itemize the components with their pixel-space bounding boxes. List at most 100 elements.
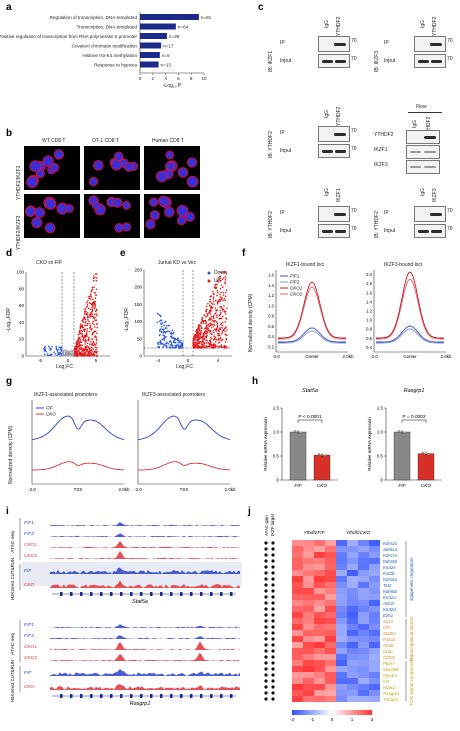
point-up [94, 316, 96, 319]
point-up [198, 342, 201, 345]
point-up [87, 355, 89, 357]
point-up [93, 276, 96, 279]
point-down [163, 343, 166, 345]
exon [140, 592, 143, 596]
point-up [194, 346, 196, 349]
point-up [95, 288, 98, 291]
exon [160, 694, 163, 698]
blot-input-5 [414, 224, 446, 238]
heatmap-cell [369, 564, 380, 570]
replicate-point [299, 431, 303, 434]
point-up [91, 305, 94, 308]
y-tick-label: 1.0 [268, 303, 274, 308]
point-up [84, 353, 87, 355]
point-up [83, 316, 85, 318]
heatmap-cell [325, 588, 336, 594]
panel-b-row-title-1: YTHDF2/IKZF1 [16, 165, 22, 200]
x-tick-label: 2.0kb [118, 487, 130, 492]
scale-bar-segment [352, 710, 355, 715]
panel-e-title: Jurkat KD vs Vec [158, 260, 197, 266]
point-up [200, 325, 202, 328]
point-up [210, 326, 213, 329]
point-up [87, 351, 90, 353]
heatmap-cell [336, 576, 347, 582]
point-ns [65, 352, 68, 354]
ikzf-target-dot [271, 547, 275, 551]
point-up [197, 329, 199, 331]
signal-track [50, 580, 240, 588]
point-down [165, 336, 167, 338]
point-down [48, 347, 51, 349]
panel-h-svg: Stat5a 0 0.5 1.0 1.5 Relative mRNA expression… [263, 388, 442, 489]
point-up [200, 345, 203, 348]
scale-bar-segment [358, 710, 361, 715]
heatmap-cell [314, 594, 325, 600]
point-up [202, 340, 204, 342]
cell-nucleus [115, 152, 123, 160]
atac-gain-dot [264, 691, 268, 695]
x-tick-label: 5 [95, 358, 98, 363]
cell-nucleus [27, 177, 38, 187]
point-up [94, 326, 96, 328]
heatmap-cell [358, 552, 369, 558]
scale-bar-segment [334, 710, 337, 715]
y-tick-label: 1.6 [366, 290, 372, 295]
bar [393, 431, 411, 481]
point-up [206, 314, 209, 316]
heatmap-cell [292, 612, 303, 618]
track-name: F/F2 [24, 633, 34, 639]
y-tick-label: 0.5 [273, 454, 280, 459]
point-up [222, 299, 224, 302]
point-up [204, 332, 207, 335]
point-up [215, 312, 217, 314]
panel-b-microscopy: WT CD8 T OT-1 CD8 T Human CD8 T YTHDF2/I… [0, 130, 250, 250]
significance-bracket [297, 419, 323, 423]
point-ns [67, 351, 69, 354]
y-tick-label: 1.5 [377, 406, 384, 411]
exon [60, 694, 63, 698]
heatmap-cell [369, 582, 380, 588]
point-up [83, 317, 85, 319]
point-up [224, 271, 226, 273]
y-tick-label: 0.4 [268, 334, 274, 339]
point-up [219, 280, 221, 282]
point-up [205, 320, 207, 323]
point-up [223, 305, 225, 307]
point-down [162, 330, 165, 332]
point-up [206, 312, 208, 315]
point-up [90, 349, 93, 351]
heatmap-cell [347, 636, 358, 642]
atac-gain-dot [264, 553, 268, 557]
point-up [207, 342, 210, 344]
heatmap-cell [325, 690, 336, 696]
heatmap-cell [314, 612, 325, 618]
panel-label-h: h [252, 376, 259, 387]
heatmap-cell [336, 540, 347, 546]
exon [230, 694, 233, 698]
go-term-label: Histone H3-K4 methylation [82, 53, 137, 58]
heatmap-cell [358, 582, 369, 588]
scale-bar-segment [316, 710, 319, 715]
panel-a-bar-chart: Regulation of transcription, DNA-templat… [0, 6, 250, 118]
point-up [212, 339, 215, 341]
point-up [94, 297, 97, 299]
heatmap-cell [347, 564, 358, 570]
point-up [81, 324, 83, 326]
heatmap-cell [292, 546, 303, 552]
point-up [76, 347, 79, 350]
ikzf-target-dot [271, 673, 275, 677]
point-down [171, 329, 174, 331]
profile-line [376, 328, 444, 344]
point-up [86, 330, 88, 332]
point-up [221, 331, 223, 333]
panel-d-volcano: CKO vs F/F -Log₁₀FDR Log₂FC 0 20 40 60 80 100… [0, 252, 118, 372]
heatmap-cell [369, 678, 380, 684]
point-up [77, 337, 80, 339]
point-up [224, 330, 226, 333]
ikzf-target-dot [271, 541, 275, 545]
atac-gain-dot [264, 577, 268, 581]
point-up [205, 310, 208, 313]
cell-nucleus [36, 170, 44, 177]
point-ns [65, 349, 68, 351]
heatmap-cell [303, 576, 314, 582]
